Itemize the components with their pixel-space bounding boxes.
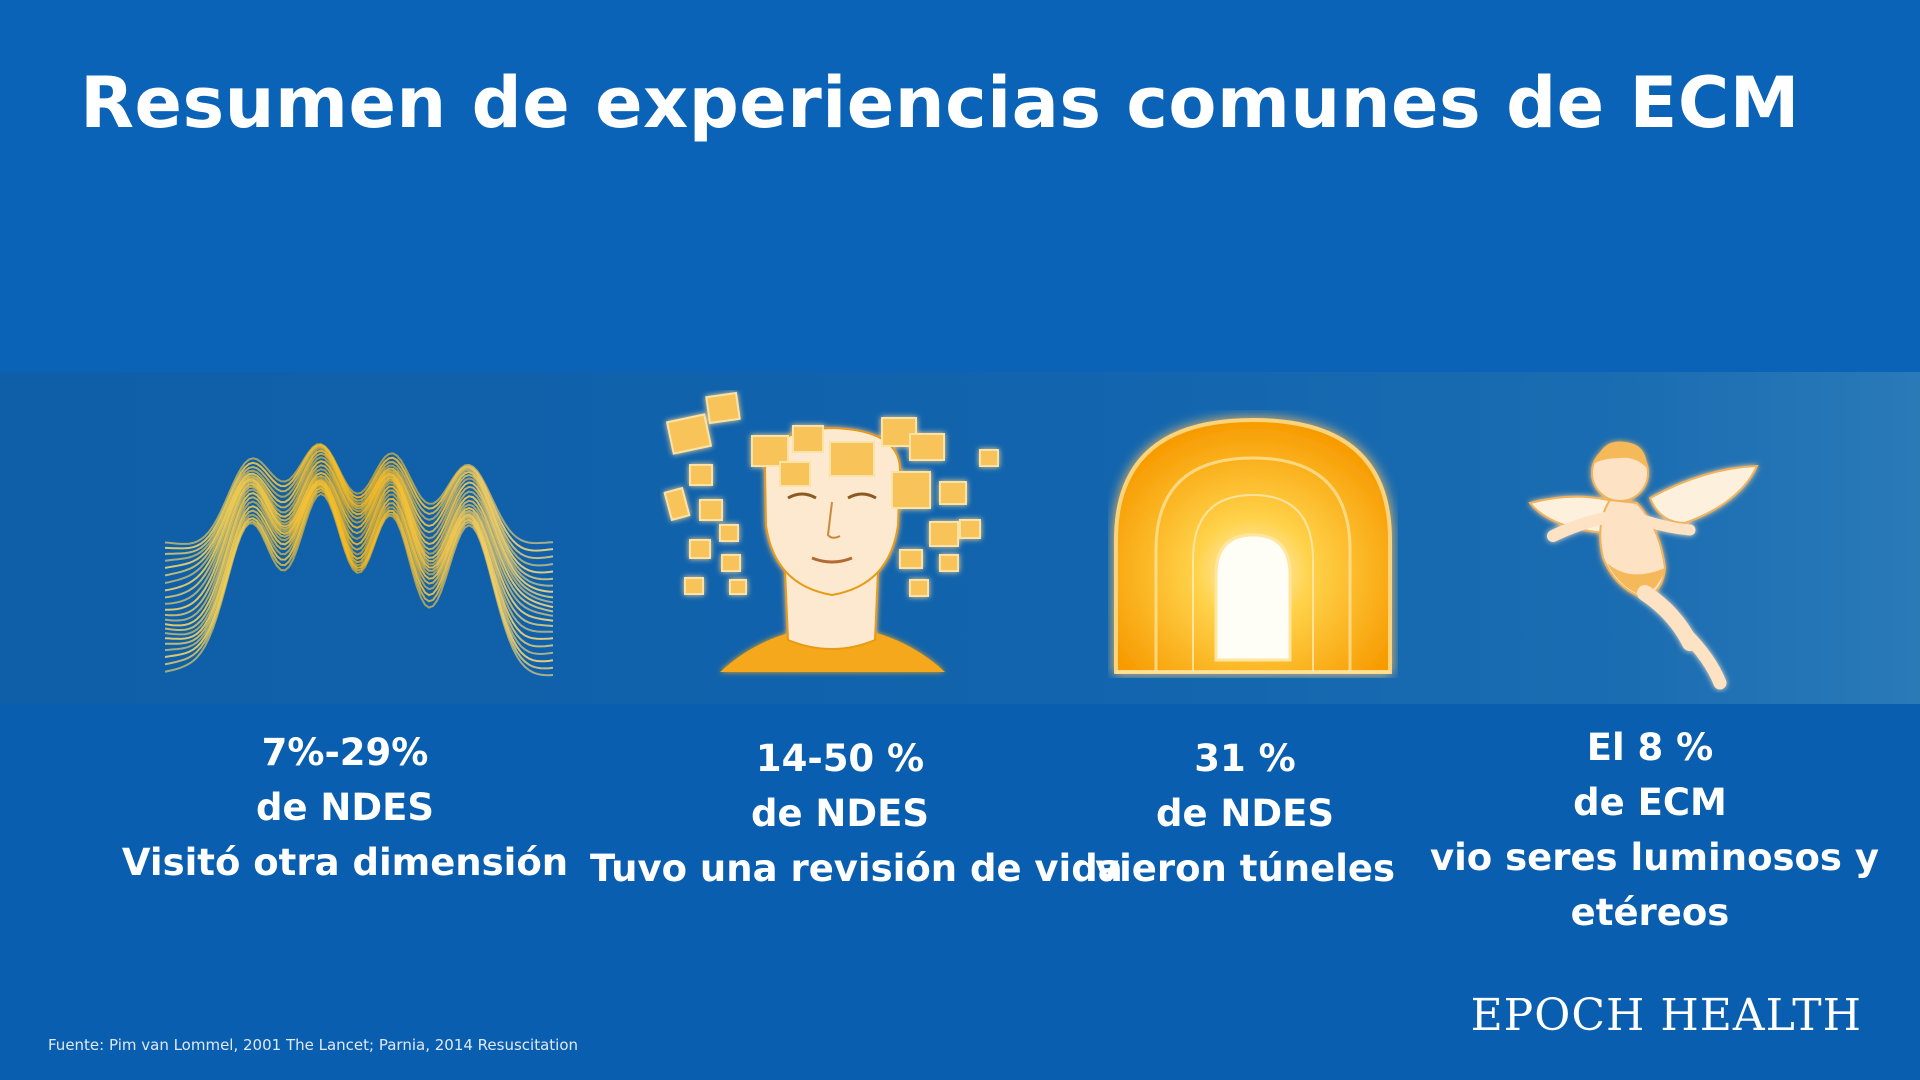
wave-line: [164, 481, 553, 636]
stat-item-3-group: de NDES: [1155, 792, 1335, 835]
stat-item-1: 7%-29% de NDES Visitó otra dimensión: [120, 725, 570, 890]
stat-item-2: 14-50 % de NDES Tuvo una revisión de vid…: [590, 731, 1123, 896]
wave-line: [164, 479, 554, 627]
angel-icon: [1525, 428, 1765, 693]
wave-line: [164, 460, 554, 593]
stat-item-4-percent: El 8 %: [1586, 726, 1714, 769]
stat-item-2-percent: 14-50 %: [755, 737, 925, 780]
stat-item-4-description-cont: etéreos: [1570, 891, 1730, 934]
stat-item-3-description: vieron túneles: [1094, 847, 1396, 890]
wave-line: [164, 474, 554, 617]
wave-line: [165, 471, 554, 611]
stat-item-1-description: Visitó otra dimensión: [121, 841, 569, 884]
stat-item-1-group: de NDES: [255, 786, 435, 829]
wave-line: [164, 464, 554, 599]
stat-item-3-percent: 31 %: [1194, 737, 1296, 780]
brand-logo: EPOCH HEALTH: [1470, 990, 1862, 1041]
head-memories-icon: [660, 390, 1005, 680]
wave-line: [164, 482, 554, 640]
wave-line: [164, 480, 554, 631]
source-note: Fuente: Pim van Lommel, 2001 The Lancet;…: [48, 1036, 579, 1054]
stat-item-4-group: de ECM: [1573, 781, 1727, 824]
stat-item-3: 31 % de NDES vieron túneles: [1090, 731, 1400, 896]
stat-item-2-description: Tuvo una revisión de vida: [590, 847, 1123, 890]
waves-icon: [164, 392, 555, 684]
stat-item-1-percent: 7%-29%: [261, 731, 429, 774]
tunnel-icon: [1108, 410, 1398, 678]
page-title: Resumen de experiencias comunes de ECM: [80, 62, 1800, 144]
wave-line: [164, 468, 554, 605]
wave-line: [164, 444, 554, 552]
stat-item-2-group: de NDES: [750, 792, 930, 835]
wave-line: [164, 443, 554, 545]
wave-line: [164, 445, 554, 560]
background-bottom: [0, 704, 1920, 1080]
wave-line: [164, 477, 554, 622]
stat-item-4: El 8 % de ECM vio seres luminosos y etér…: [1430, 720, 1879, 940]
background-top: [0, 0, 1920, 372]
stat-item-4-description: vio seres luminosos y: [1430, 836, 1879, 879]
